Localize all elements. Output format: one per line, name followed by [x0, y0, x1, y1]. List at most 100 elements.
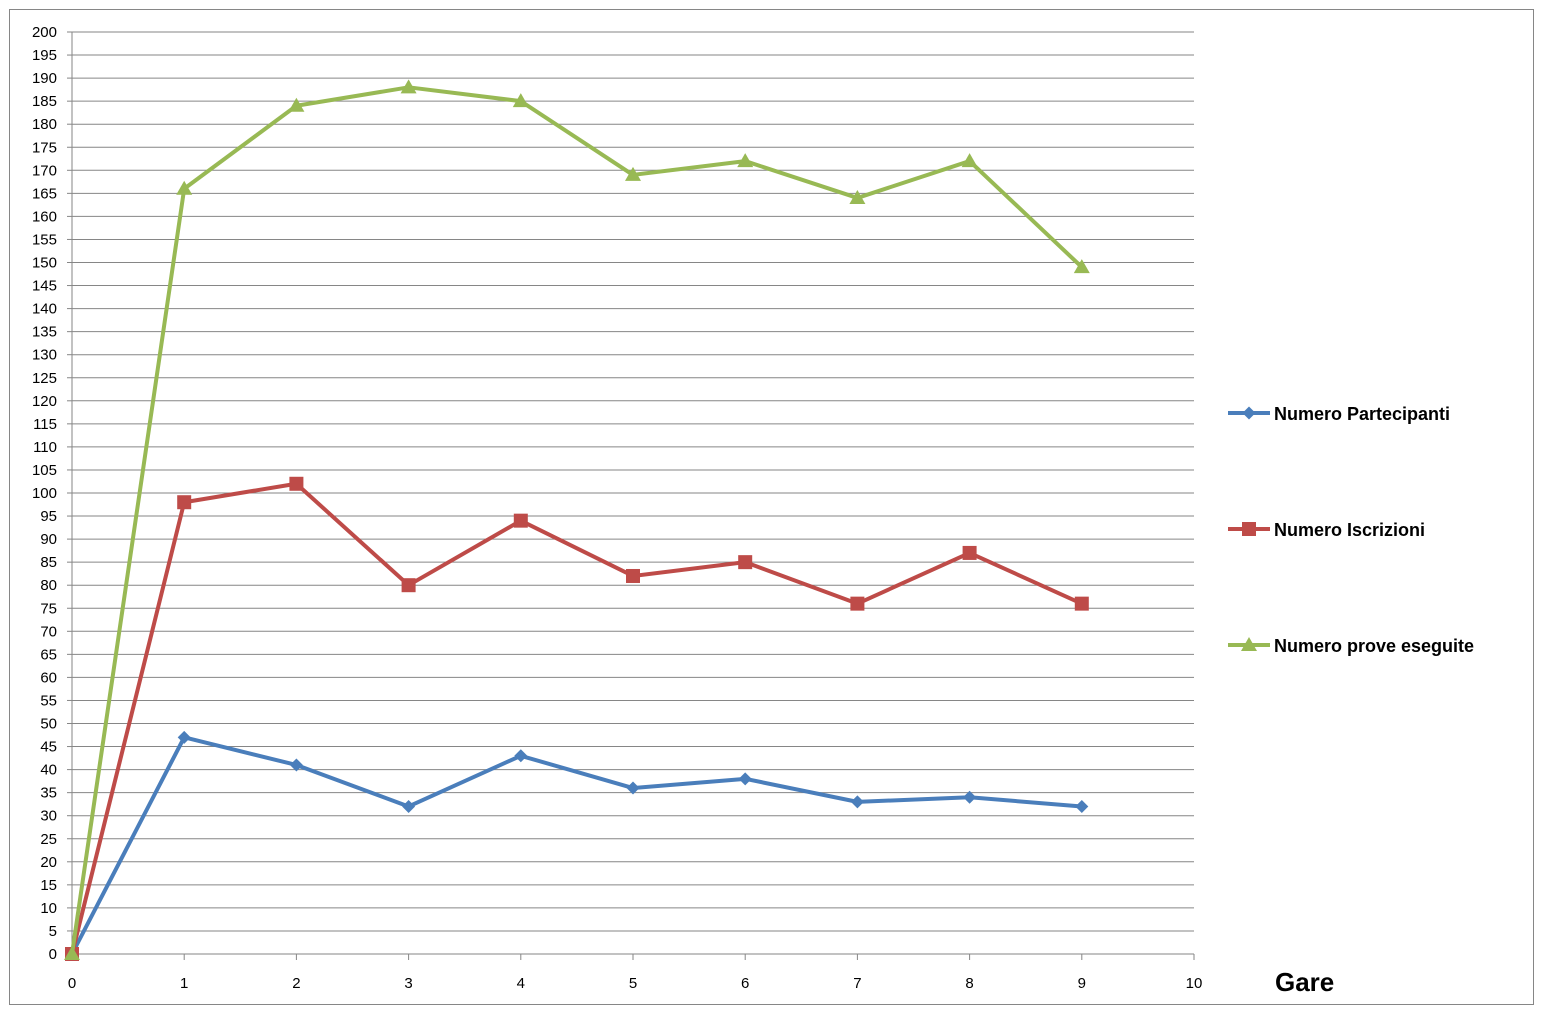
- series: [64, 79, 1090, 961]
- data-point: [962, 545, 977, 560]
- data-point: [1075, 799, 1089, 813]
- y-tick-label: 75: [40, 600, 57, 617]
- data-point: [514, 749, 528, 763]
- y-tick-label: 70: [40, 623, 57, 640]
- y-tick-label: 140: [32, 301, 57, 318]
- y-tick-label: 35: [40, 785, 57, 802]
- y-tick-label: 95: [40, 508, 57, 525]
- x-tick-label: 2: [292, 975, 300, 992]
- data-point: [400, 79, 417, 94]
- legend-label: Numero Iscrizioni: [1274, 520, 1425, 540]
- y-tick-label: 55: [40, 692, 57, 709]
- data-point: [737, 153, 754, 168]
- y-tick-label: 155: [32, 231, 57, 248]
- y-axis-tick-labels: 0 5 10 15 20 25 30 35 40 45 50 55 60 65 70 75 80 85 90 95 10…: [32, 24, 57, 963]
- y-tick-label: 15: [40, 877, 57, 894]
- data-point: [512, 93, 529, 108]
- y-tick-label: 85: [40, 554, 57, 571]
- y-tick-label: 45: [40, 739, 57, 756]
- y-tick-label: 120: [32, 393, 57, 410]
- legend-marker: [1242, 522, 1256, 536]
- data-point: [1073, 259, 1090, 274]
- y-tick-label: 60: [40, 669, 57, 686]
- data-point: [626, 568, 640, 583]
- y-tick-label: 180: [32, 116, 57, 133]
- series-2: [65, 476, 1089, 961]
- legend-item: Numero prove eseguite: [1228, 636, 1474, 656]
- x-tick-label: 4: [517, 975, 525, 992]
- x-tick-label: 0: [68, 975, 76, 992]
- data-point: [177, 730, 191, 744]
- x-axis-title: Gare: [1275, 967, 1334, 997]
- x-tick-label: 9: [1078, 975, 1086, 992]
- legend-marker: [1242, 406, 1256, 420]
- data-point: [849, 189, 866, 204]
- data-point: [850, 596, 865, 611]
- legend-item: Numero Partecipanti: [1228, 404, 1450, 424]
- data-point: [402, 799, 416, 813]
- legend-label: Numero Partecipanti: [1274, 404, 1450, 424]
- x-tick-label: 1: [180, 975, 188, 992]
- y-tick-label: 200: [32, 24, 57, 41]
- series-line: [70, 735, 1082, 955]
- y-tick-label: 195: [32, 47, 57, 64]
- y-tick-label: 170: [32, 162, 57, 179]
- y-tick-label: 115: [33, 416, 57, 433]
- y-tick-label: 145: [32, 278, 57, 295]
- data-point: [738, 555, 753, 570]
- axes: [67, 31, 1195, 960]
- y-tick-label: 65: [40, 646, 57, 663]
- data-point: [177, 495, 192, 510]
- y-tick-label: 160: [32, 208, 57, 225]
- data-point: [289, 476, 304, 491]
- legend-item: Numero Iscrizioni: [1228, 520, 1425, 540]
- legend-label: Numero prove eseguite: [1274, 636, 1474, 656]
- y-tick-label: 25: [40, 831, 57, 848]
- y-tick-label: 165: [32, 185, 57, 202]
- series-3: [64, 79, 1090, 960]
- y-tick-label: 50: [40, 716, 57, 733]
- x-tick-label: 10: [1186, 975, 1203, 992]
- data-point: [625, 166, 641, 181]
- data-point: [176, 180, 193, 195]
- y-tick-label: 30: [40, 808, 57, 825]
- y-tick-label: 150: [32, 255, 57, 272]
- data-point: [961, 153, 978, 168]
- series-line: [70, 85, 1084, 955]
- y-tick-label: 40: [40, 762, 57, 779]
- data-point: [963, 790, 977, 804]
- y-tick-label: 100: [32, 485, 57, 502]
- y-tick-label: 175: [32, 139, 57, 156]
- data-point: [1074, 596, 1089, 611]
- data-point: [850, 795, 864, 809]
- data-point: [738, 772, 752, 786]
- series-line: [70, 481, 1083, 955]
- y-tick-label: 130: [32, 347, 57, 364]
- y-tick-label: 10: [40, 900, 57, 917]
- x-tick-label: 7: [853, 975, 861, 992]
- data-point: [289, 758, 303, 772]
- series-1: [65, 730, 1089, 961]
- data-point: [626, 781, 640, 795]
- data-point: [513, 513, 528, 528]
- x-tick-label: 6: [741, 975, 749, 992]
- legend: Numero Partecipanti Numero Iscrizioni Nume…: [1228, 404, 1474, 656]
- x-tick-label: 5: [629, 975, 637, 992]
- y-tick-label: 125: [32, 370, 57, 387]
- y-tick-label: 90: [40, 531, 57, 548]
- y-tick-label: 110: [33, 439, 57, 456]
- x-tick-label: 3: [404, 975, 412, 992]
- x-axis-tick-labels: 0 1 2 3 4 5 6 7 8 9 10: [68, 975, 1203, 992]
- y-tick-label: 185: [32, 93, 57, 110]
- x-tick-label: 8: [965, 975, 973, 992]
- y-tick-label: 190: [32, 70, 57, 87]
- y-tick-label: 135: [32, 324, 57, 341]
- data-point: [401, 578, 416, 593]
- data-point: [64, 946, 80, 960]
- y-tick-label: 5: [49, 923, 57, 940]
- y-tick-label: 105: [32, 462, 57, 479]
- y-tick-label: 80: [40, 577, 57, 594]
- grid-lines: [72, 31, 1194, 932]
- y-tick-label: 20: [40, 854, 57, 871]
